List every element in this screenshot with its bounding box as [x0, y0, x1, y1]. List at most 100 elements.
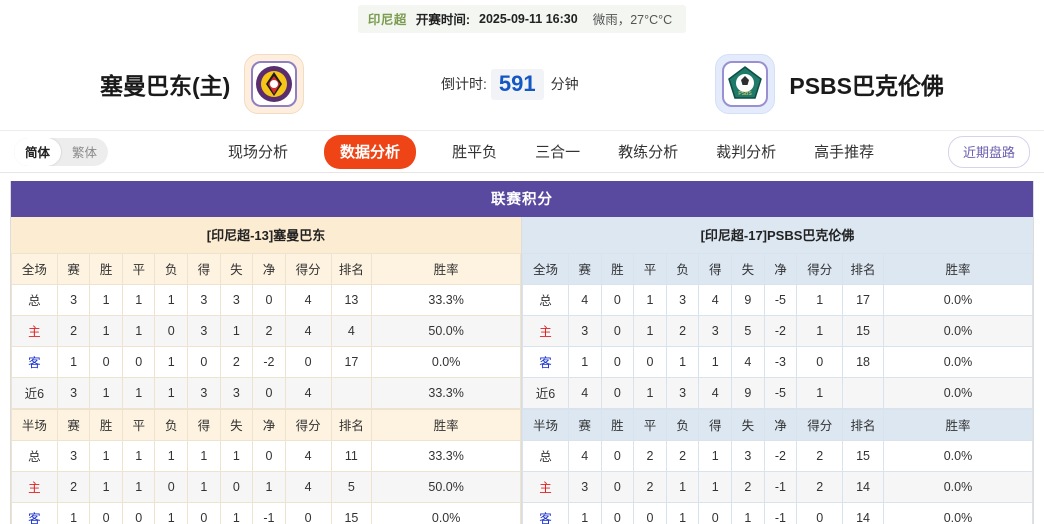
stats-cell: 33.3% — [371, 377, 521, 409]
stats-header-cell: 平 — [121, 253, 156, 285]
stats-header-cell: 胜率 — [371, 409, 521, 441]
home-team[interactable]: 塞曼巴东(主) — [100, 54, 305, 114]
stats-cell: 0 — [187, 346, 221, 378]
away-team-standings: [印尼超-17]PSBS巴克伦佛 全场赛胜平负得失净得分 排名 胜率总 4 0 1 3 4 9-… — [522, 217, 1034, 524]
lang-traditional-button[interactable]: 繁体 — [72, 145, 98, 160]
stats-cell: 4 — [284, 284, 332, 316]
stats-cell: 4 — [731, 346, 765, 378]
stats-cell: 0 — [89, 502, 123, 524]
table-row: 主 2 1 1 0 1 0 1 4 5 50.0% — [11, 471, 521, 503]
tab-expert-picks[interactable]: 高手推荐 — [814, 144, 875, 161]
stats-header-row: 全场赛胜平负得失净得分 排名 胜率 — [11, 253, 521, 285]
stats-cell: 0 — [796, 346, 844, 378]
stats-header-cell: 胜 — [89, 253, 123, 285]
stats-table: 半场赛胜平负得失净得分 排名 胜率总 3 1 1 1 1 1 0 4 11 33.3% 主 2 1 1 0 1 0 1 4… — [11, 409, 521, 524]
stats-header-cell: 净 — [763, 253, 798, 285]
stats-cell: 0.0% — [882, 346, 1034, 378]
stats-cell: -5 — [763, 377, 798, 409]
table-row: 主 3 0 1 2 3 5 -2 1 15 0.0% — [522, 315, 1034, 347]
stats-cell: 1 — [121, 377, 156, 409]
tab-data-analysis[interactable]: 数据分析 — [324, 134, 417, 169]
tab-three-in-one[interactable]: 三合一 — [535, 144, 581, 161]
stats-cell: 5 — [731, 315, 765, 347]
recent-odds-button[interactable]: 近期盘路 — [947, 135, 1030, 168]
stats-cell: 3 — [56, 377, 91, 409]
tab-referee-analysis[interactable]: 裁判分析 — [716, 144, 777, 161]
stats-cell: 0 — [154, 471, 189, 503]
stats-cell: 0 — [284, 346, 332, 378]
stats-header-cell: 全场 — [11, 253, 58, 285]
stats-cell: 15 — [330, 502, 373, 524]
kickoff-label: 开赛时间: — [415, 13, 470, 27]
stats-cell — [330, 377, 373, 409]
home-team-standings: [印尼超-13]塞曼巴东 全场赛胜平负得失净得分 排名 胜率总 3 1 1 1 3 3 0 4 13 3… — [11, 217, 522, 524]
stats-cell: 3 — [219, 284, 254, 316]
stats-header-cell: 失 — [731, 409, 765, 441]
teams-header: 塞曼巴东(主) 倒计时: 591 分钟 — [0, 38, 1044, 130]
stats-cell: 3 — [731, 440, 765, 472]
stats-header-cell: 胜率 — [882, 253, 1034, 285]
nav-tabs: 现场分析 数据分析 胜平负 三合一 教练分析 裁判分析 高手推荐 — [226, 134, 876, 169]
stats-cell: 1 — [154, 440, 189, 472]
stats-cell: 4 — [567, 440, 602, 472]
stats-cell: 2 — [731, 471, 765, 503]
row-label: 主 — [11, 315, 58, 347]
stats-cell: 1 — [121, 471, 156, 503]
stats-cell: 0 — [187, 502, 221, 524]
stats-cell: 1 — [154, 284, 189, 316]
tab-coach-analysis[interactable]: 教练分析 — [618, 144, 679, 161]
stats-cell: 1 — [796, 377, 844, 409]
table-row: 客 1 0 0 1 0 1 -1 0 14 0.0% — [522, 502, 1034, 524]
stats-cell: 0 — [600, 346, 635, 378]
away-team-caption: [印尼超-17]PSBS巴克伦佛 — [522, 217, 1033, 253]
tab-live-analysis[interactable]: 现场分析 — [228, 144, 289, 161]
stats-cell: 2 — [665, 440, 700, 472]
row-label: 客 — [522, 346, 569, 378]
stats-cell: 1 — [633, 377, 667, 409]
stats-header-cell: 胜率 — [882, 409, 1034, 441]
row-label: 客 — [11, 346, 58, 378]
stats-cell: 0.0% — [371, 502, 521, 524]
nav-bar: 简体 繁体 现场分析 数据分析 胜平负 三合一 教练分析 裁判分析 高手推荐 近… — [0, 130, 1044, 173]
stats-header-cell: 排名 — [842, 409, 884, 441]
stats-header-cell: 胜率 — [371, 253, 521, 285]
stats-header-cell: 全场 — [522, 253, 569, 285]
stats-cell: 15 — [842, 440, 884, 472]
stats-cell: 1 — [154, 502, 189, 524]
stats-header-cell: 得分 — [284, 253, 332, 285]
stats-cell: 3 — [698, 315, 733, 347]
stats-cell: 1 — [698, 440, 733, 472]
panel-body: [印尼超-13]塞曼巴东 全场赛胜平负得失净得分 排名 胜率总 3 1 1 1 3 3 0 4 13 3… — [11, 217, 1034, 524]
stats-header-cell: 赛 — [56, 253, 91, 285]
language-toggle[interactable]: 简体 繁体 — [14, 137, 109, 166]
row-label: 总 — [522, 440, 569, 472]
league-tag: 印尼超 — [367, 13, 407, 27]
away-team[interactable]: PSBS PSBS巴克伦佛 — [715, 54, 944, 114]
stats-cell: 0 — [633, 346, 667, 378]
stats-cell: 1 — [665, 346, 700, 378]
stats-cell: -1 — [763, 471, 798, 503]
stats-cell: 1 — [89, 284, 123, 316]
home-stats-tables: 全场赛胜平负得失净得分 排名 胜率总 3 1 1 1 3 3 0 4 13 33.3% 主 2 1 1 0 3 1 2 4… — [11, 253, 521, 524]
stats-cell: 33.3% — [371, 440, 521, 472]
table-row: 总 3 1 1 1 1 1 0 4 11 33.3% — [11, 440, 521, 472]
table-row: 客 1 0 0 1 1 4 -3 0 18 0.0% — [522, 346, 1034, 378]
stats-cell: 1 — [219, 502, 254, 524]
stats-header-cell: 半场 — [11, 409, 58, 441]
stats-header-cell: 胜 — [600, 253, 635, 285]
stats-cell: 0 — [219, 471, 254, 503]
match-info-pill: 印尼超 开赛时间: 2025-09-11 16:30 微雨，27°C°C — [357, 5, 687, 33]
stats-cell: 50.0% — [371, 315, 521, 347]
row-label: 总 — [11, 440, 58, 472]
countdown-label: 倒计时: — [441, 76, 487, 92]
stats-header-cell: 负 — [665, 409, 700, 441]
lang-simplified-button[interactable]: 简体 — [14, 137, 62, 166]
table-row: 总 4 0 1 3 4 9 -5 1 17 0.0% — [522, 284, 1034, 316]
table-row: 客 1 0 0 1 0 1 -1 0 15 0.0% — [11, 502, 521, 524]
stats-cell: 0 — [633, 502, 667, 524]
stats-cell: 0 — [121, 502, 156, 524]
panel-title: 联赛积分 — [11, 181, 1033, 217]
stats-cell: 1 — [252, 471, 286, 503]
stats-header-cell: 得分 — [284, 409, 332, 441]
tab-win-draw-loss[interactable]: 胜平负 — [452, 144, 498, 161]
